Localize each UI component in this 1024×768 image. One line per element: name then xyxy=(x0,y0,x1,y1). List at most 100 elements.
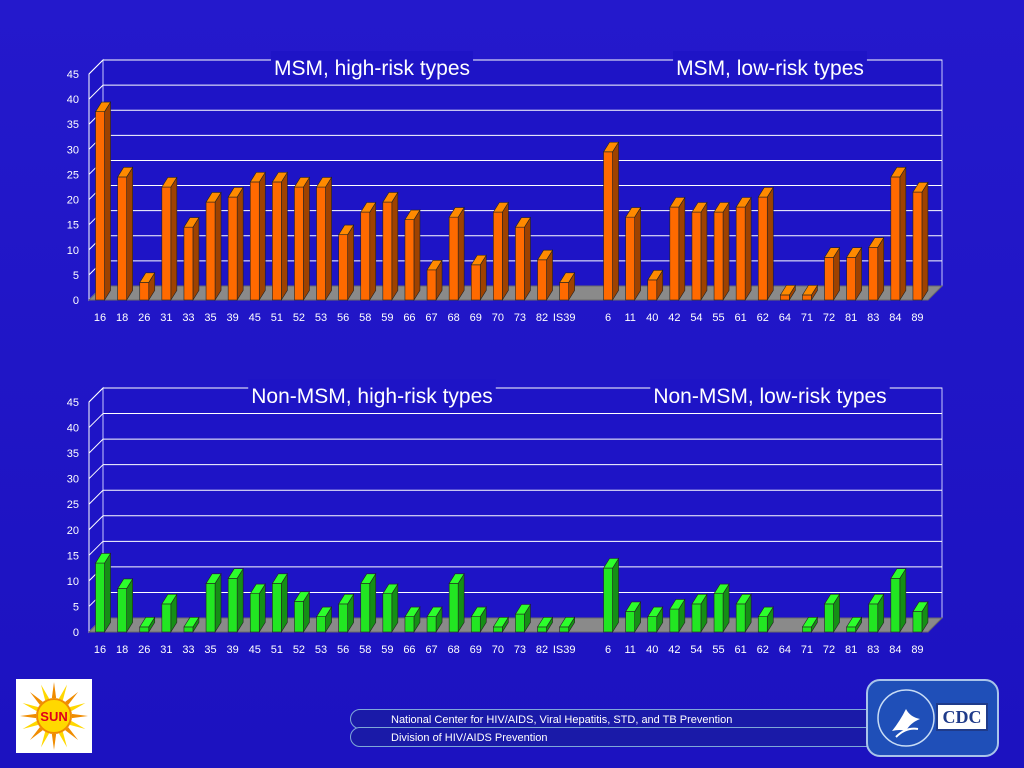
bar-top xyxy=(890,568,907,579)
bar-side xyxy=(612,557,619,634)
bar-top xyxy=(139,272,156,283)
bar-front xyxy=(161,603,172,633)
bar xyxy=(890,567,907,634)
bar-front xyxy=(757,196,768,301)
x-tick-label: 89 xyxy=(911,312,923,324)
bar xyxy=(868,236,885,302)
bar-side xyxy=(700,201,708,302)
x-tick-label: 39 xyxy=(227,644,239,656)
y-tick-label: 30 xyxy=(67,474,79,486)
bar-side xyxy=(899,166,907,302)
x-tick-label: 53 xyxy=(315,312,327,324)
x-tick-label: 81 xyxy=(845,312,857,324)
bar-side xyxy=(303,176,310,302)
bar-top xyxy=(227,187,244,198)
bar-side xyxy=(281,171,288,302)
gridline-side xyxy=(88,489,104,505)
x-tick-label: 16 xyxy=(94,644,106,656)
bar xyxy=(404,208,421,302)
bar-front xyxy=(272,583,282,633)
bar-side xyxy=(502,201,509,302)
bar-side xyxy=(678,196,686,302)
bar xyxy=(625,600,642,634)
bar-front xyxy=(912,611,923,633)
bar-front xyxy=(117,176,127,301)
bar-top xyxy=(205,192,222,203)
x-tick-label: 42 xyxy=(668,312,680,324)
bar-front xyxy=(802,626,812,633)
bar-front xyxy=(404,616,415,633)
bar-side xyxy=(899,567,907,634)
bar-side xyxy=(524,216,531,302)
chart-1: 0 5 10 15 20 25 30 35 40 45 16 18 26 31 33 35 39 45 51 52 53… xyxy=(67,51,944,324)
x-tick-label: 53 xyxy=(315,644,327,656)
x-tick-label: 58 xyxy=(359,644,371,656)
bar xyxy=(713,583,730,634)
footer-line-2: Division of HIV/AIDS Prevention xyxy=(350,727,870,747)
sun-ray xyxy=(29,727,43,741)
bar-front xyxy=(603,151,613,301)
sun-ray xyxy=(71,713,88,719)
x-tick-label: 73 xyxy=(514,312,526,324)
bar-top xyxy=(691,202,708,213)
x-tick-label: 31 xyxy=(160,312,172,324)
x-tick-label: 35 xyxy=(204,644,216,656)
bar xyxy=(183,216,200,302)
bar xyxy=(139,616,156,634)
bar-front xyxy=(338,603,348,633)
bar-front xyxy=(735,206,746,301)
cdc-wordmark: CDC xyxy=(936,703,988,731)
bar xyxy=(293,176,310,302)
bar-side xyxy=(192,216,200,302)
bar xyxy=(713,201,730,302)
bar xyxy=(492,201,509,302)
sun-logo: SUN xyxy=(16,679,92,753)
gridline-side xyxy=(88,84,104,100)
sun-ray xyxy=(65,727,79,741)
bar xyxy=(95,101,112,302)
y-tick-label: 10 xyxy=(67,245,79,257)
bar xyxy=(470,606,487,634)
bar-top xyxy=(205,573,222,584)
bar-front xyxy=(647,616,658,633)
bar xyxy=(824,593,841,634)
bar xyxy=(95,552,112,634)
bar-top xyxy=(559,272,576,283)
x-tick-label: 64 xyxy=(779,644,791,656)
bar-front xyxy=(470,264,481,301)
bar-front xyxy=(272,181,282,301)
bar-front xyxy=(890,578,901,633)
bar-front xyxy=(625,611,635,633)
x-tick-label: 70 xyxy=(492,644,504,656)
bar-front xyxy=(404,219,415,301)
bar-side xyxy=(413,208,421,302)
sun-ray xyxy=(20,713,37,719)
bar-front xyxy=(713,593,724,633)
y-tick-label: 35 xyxy=(67,119,79,131)
x-tick-label: 6 xyxy=(605,644,611,656)
bar-top xyxy=(912,182,929,193)
bar-front xyxy=(669,608,680,633)
y-tick-label: 35 xyxy=(67,448,79,460)
bar xyxy=(161,593,178,634)
gridline-side xyxy=(88,59,104,75)
y-tick-label: 0 xyxy=(73,295,79,307)
bar-front xyxy=(846,626,856,633)
bar-front xyxy=(183,626,194,633)
x-tick-label: 26 xyxy=(138,644,150,656)
x-tick-label: 69 xyxy=(470,644,482,656)
bar-side xyxy=(722,201,730,302)
sun-ray xyxy=(65,691,79,705)
bar-top xyxy=(492,202,509,213)
sun-ray xyxy=(69,702,86,712)
sun-ray xyxy=(22,702,39,712)
x-tick-label: 33 xyxy=(182,312,194,324)
panel-title-bg xyxy=(650,379,890,405)
bar-top xyxy=(625,207,642,218)
bar-top xyxy=(338,224,355,236)
bar-top xyxy=(514,604,531,615)
bar-front xyxy=(249,181,260,301)
bar xyxy=(625,206,642,302)
bar-side xyxy=(391,191,399,302)
